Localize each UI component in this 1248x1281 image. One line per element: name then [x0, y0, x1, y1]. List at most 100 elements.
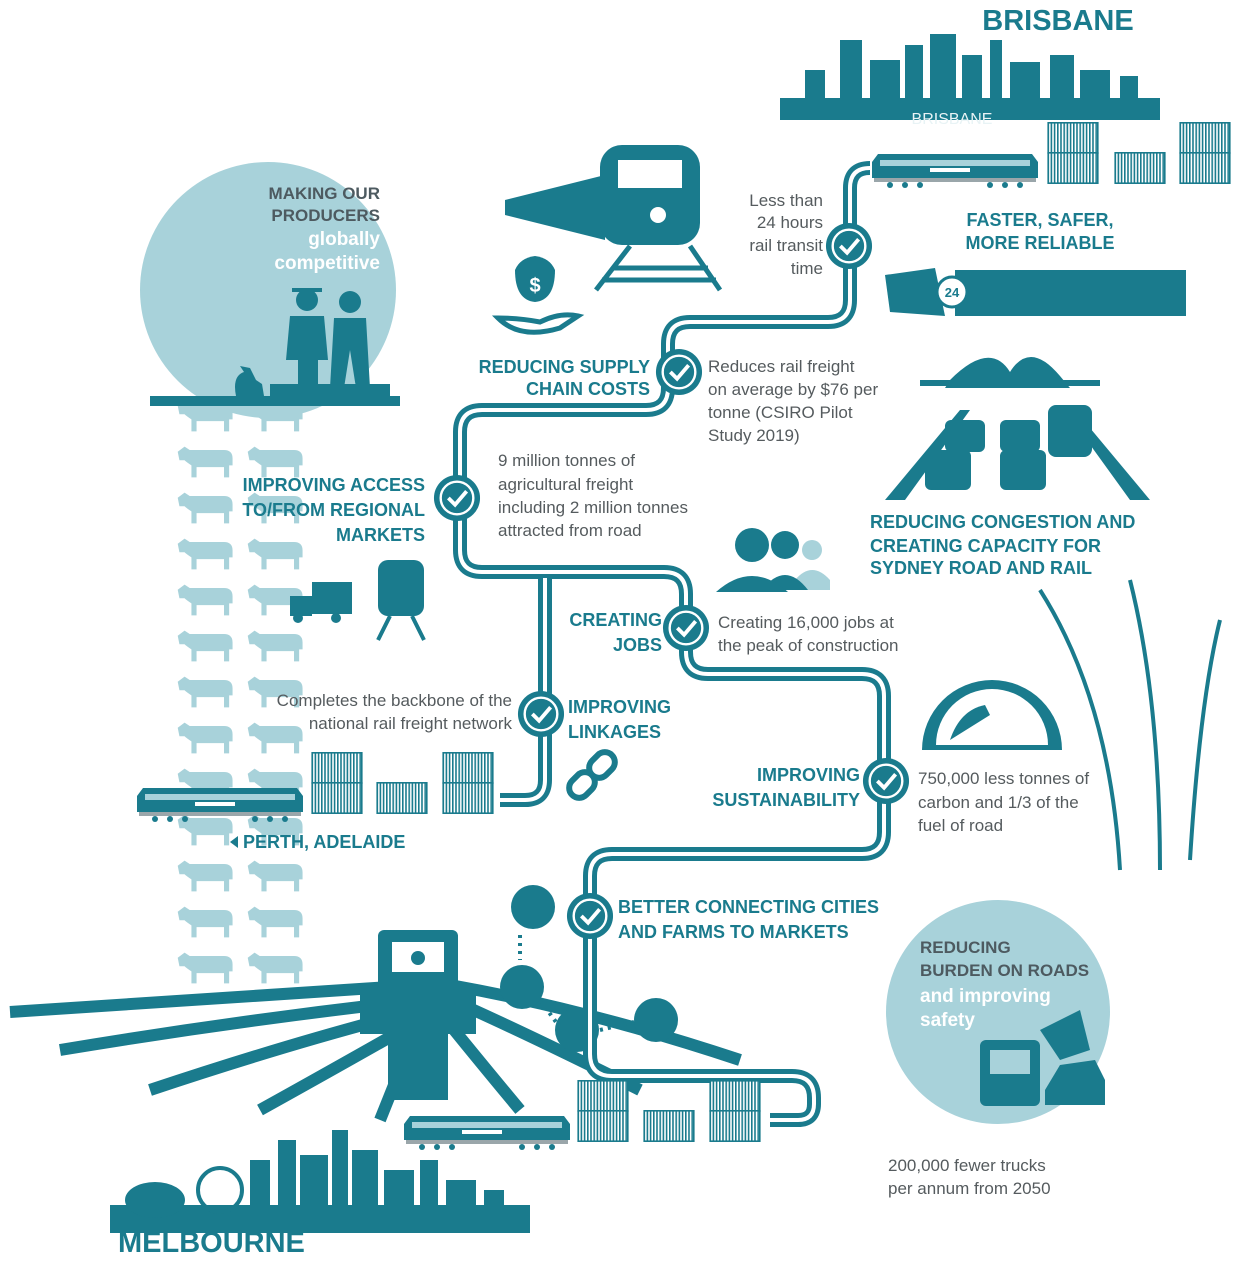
transit-text: rail transit	[749, 236, 823, 255]
supply-text: Study 2019)	[708, 426, 800, 445]
linkages-heading: LINKAGES	[568, 722, 661, 742]
melbourne-skyline-part	[420, 1160, 438, 1210]
freight-icon-part	[293, 613, 303, 623]
gauge-icon	[922, 680, 1062, 750]
infographic: BRISBANE BRISBANE MELBOURNE	[0, 0, 1248, 1276]
brisbane-skyline-part	[870, 60, 900, 100]
freight-icon	[290, 560, 424, 640]
brisbane-skyline-part	[1080, 70, 1110, 100]
cattle-columns-part	[178, 539, 233, 570]
supply-text: Reduces rail freight	[708, 357, 855, 376]
freight-icon-part	[378, 616, 424, 640]
cattle-columns-part	[248, 907, 303, 938]
roads-heading: BURDEN ON ROADS	[920, 961, 1089, 980]
cattle-columns-part	[178, 447, 233, 478]
brisbane-train-part	[872, 154, 1038, 188]
watch-label: 24	[945, 285, 960, 300]
west-destination: PERTH, ADELAIDE	[243, 832, 405, 852]
congestion-icon-part	[920, 380, 1100, 386]
regional-text: attracted from road	[498, 521, 642, 540]
roads-highlight: and improving	[920, 986, 1051, 1007]
melbourne-skyline-part	[300, 1155, 328, 1210]
cattle-columns-part	[178, 907, 233, 938]
cattle-columns-part	[248, 447, 303, 478]
congestion-icon-part	[925, 450, 971, 490]
melbourne-train-part	[578, 1081, 628, 1111]
wheat-icon-part	[1190, 620, 1220, 860]
roads-heading: REDUCING	[920, 938, 1011, 957]
wheat-icon	[1040, 580, 1220, 870]
west-train-part	[443, 753, 493, 783]
train-icon-part	[618, 160, 682, 188]
west-train-part	[377, 783, 427, 813]
brisbane-skyline-part	[840, 40, 862, 100]
check-jobs	[663, 605, 709, 651]
brisbane-train-part	[1115, 153, 1165, 183]
sustainability-heading: SUSTAINABILITY	[712, 790, 860, 810]
watch-icon: 24	[885, 268, 1186, 316]
melbourne-skyline-part	[352, 1150, 378, 1210]
check-transit	[826, 223, 872, 269]
producers-icon-part	[270, 384, 390, 398]
freight-icon-part	[290, 596, 312, 616]
tractor-icon-part	[411, 951, 425, 965]
producers-highlight: competitive	[274, 253, 380, 274]
check-linkages	[518, 691, 564, 737]
supply-text: on average by $76 per	[708, 380, 878, 399]
west-train	[137, 753, 493, 822]
transit-text: 24 hours	[757, 213, 823, 232]
regional-heading: MARKETS	[336, 525, 425, 545]
melbourne-skyline	[110, 1130, 530, 1233]
congestion-heading: SYDNEY ROAD AND RAIL	[870, 558, 1092, 578]
roads-text: per annum from 2050	[888, 1179, 1051, 1198]
cattle-columns-part	[178, 861, 233, 892]
jobs-icon	[716, 528, 830, 592]
melbourne-skyline-part	[446, 1180, 476, 1210]
melbourne-skyline-part	[384, 1170, 414, 1210]
brisbane-skyline	[780, 34, 1160, 120]
roads-highlight: safety	[920, 1010, 975, 1031]
cattle-columns-part	[178, 631, 233, 662]
producers-icon-part	[339, 291, 361, 313]
producers-highlight: globally	[308, 229, 380, 250]
cattle-columns-part	[248, 953, 303, 984]
connecting-heading: BETTER CONNECTING CITIES	[618, 897, 879, 917]
sustainability-text: carbon and 1/3 of the	[918, 793, 1079, 812]
freight-icon-part	[312, 582, 352, 614]
roads-text: 200,000 fewer trucks	[888, 1156, 1046, 1175]
melbourne-skyline-part	[332, 1130, 348, 1210]
congestion-icon-part	[1000, 420, 1040, 452]
linkages-heading: IMPROVING	[568, 697, 671, 717]
page: BRISBANE BRISBANE MELBOURNE	[0, 0, 1248, 1276]
melbourne-skyline-part	[125, 1182, 185, 1218]
footer-title: MELBOURNE	[118, 1227, 305, 1259]
tractor-icon-part	[360, 990, 476, 1034]
linkages-text: Completes the backbone of the	[277, 691, 512, 710]
producers-icon-part	[292, 288, 322, 292]
brisbane-skyline-part	[1010, 62, 1040, 100]
jobs-icon-part	[802, 540, 822, 560]
sustainability-text: 750,000 less tonnes of	[918, 769, 1089, 788]
cattle-columns-part	[248, 631, 303, 662]
train-icon-part	[650, 207, 666, 223]
check-connecting	[567, 893, 613, 939]
west-train-part	[443, 783, 493, 813]
link-icon-part	[585, 748, 619, 782]
brisbane-skyline-part	[905, 45, 923, 100]
jobs-icon-part	[735, 528, 769, 562]
tractor-icon-part	[388, 1034, 448, 1100]
melbourne-train	[404, 1081, 760, 1150]
supply-heading: REDUCING SUPPLY	[479, 357, 650, 377]
congestion-heading: REDUCING CONGESTION AND	[870, 512, 1135, 532]
west-train-part	[137, 788, 303, 822]
transit-text: Less than	[749, 191, 823, 210]
brisbane-train-part	[1180, 123, 1230, 153]
regional-text: including 2 million tonnes	[498, 498, 688, 517]
brisbane-skyline-part	[962, 55, 982, 100]
regional-text: 9 million tonnes of	[498, 451, 635, 470]
transit-text: time	[791, 259, 823, 278]
market-icons-part	[634, 998, 678, 1042]
jobs-heading: CREATING	[569, 610, 662, 630]
brisbane-skyline-part	[990, 40, 1002, 100]
cattle-columns-part	[178, 677, 233, 708]
